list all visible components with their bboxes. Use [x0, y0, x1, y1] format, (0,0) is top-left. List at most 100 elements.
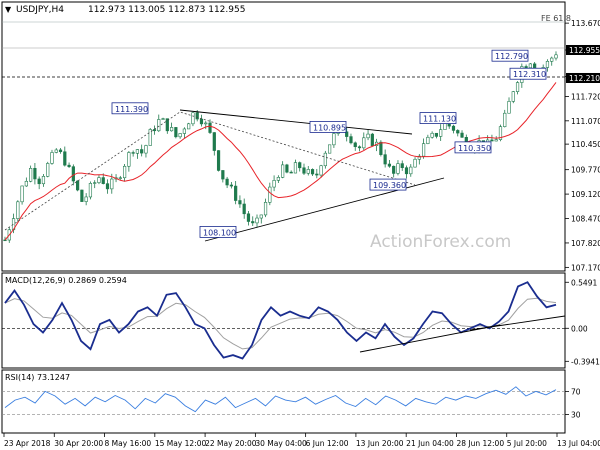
price-tag-box	[566, 72, 600, 83]
candle-body	[392, 165, 396, 174]
dropdown-arrow-icon[interactable]: ▼	[5, 5, 12, 14]
candle-body	[29, 168, 33, 182]
candle-body	[259, 214, 263, 219]
candle-body	[494, 139, 498, 142]
candle-body	[426, 136, 430, 144]
candle-body	[353, 142, 357, 148]
candle-body	[37, 178, 41, 185]
candle-body	[302, 167, 306, 174]
time-tick-label: 13 Jun 20:00	[356, 439, 404, 448]
candle-body	[110, 178, 114, 190]
candle-body	[127, 152, 131, 167]
candle-body	[503, 112, 507, 127]
candle-body	[421, 143, 426, 157]
time-tick-label: 13 Jul 04:00	[557, 439, 600, 448]
candle-body	[490, 139, 494, 142]
price-axis: 113.670112.955112.250111.720111.070110.4…	[565, 19, 600, 272]
time-tick-label: 30 Apr 20:00	[54, 439, 103, 448]
header: ▼ USDJPY,H4 112.973 113.005 112.873 112.…	[5, 5, 245, 15]
candle-body	[88, 183, 93, 198]
candle-body	[246, 213, 251, 222]
candle-body	[212, 132, 216, 151]
candle-body	[3, 239, 7, 242]
price-annotation-label: 111.130	[423, 115, 456, 124]
candle-body	[33, 168, 37, 180]
time-tick-label: 30 May 04:00	[255, 439, 307, 448]
price-annotation-box	[419, 112, 457, 124]
rsi-tick-label: 70	[571, 387, 581, 396]
price-annotations: 111.390 110.895 111.130 112.790 112.310 110.3…	[111, 49, 547, 238]
watermark: ActionForex.com	[370, 232, 511, 252]
macd-signal-line	[4, 297, 557, 350]
candle-body	[131, 152, 135, 154]
candle-body	[144, 145, 148, 154]
price-annotation-box	[111, 102, 149, 115]
time-tick-label: 28 Jun 12:00	[456, 439, 504, 448]
candle-body	[315, 173, 319, 176]
candle-body	[328, 144, 332, 154]
candle-body	[434, 132, 439, 137]
candle-body	[187, 123, 191, 130]
macd-tick-label: 0.5491	[571, 278, 597, 287]
candle-body	[251, 221, 255, 224]
macd-panel	[1, 272, 566, 369]
candle-body	[298, 162, 302, 169]
candle-body	[229, 184, 233, 187]
candle-body	[41, 176, 46, 185]
candle-body	[178, 133, 182, 138]
candle-body	[345, 131, 349, 137]
candle-body	[148, 129, 152, 146]
candle-body	[383, 154, 387, 165]
time-tick-label: 6 Jun 12:00	[306, 439, 349, 448]
rsi-label: RSI(14) 73.1247	[5, 373, 70, 382]
candle-body	[370, 133, 374, 146]
candle-body	[67, 164, 71, 167]
price-annotation-box	[509, 67, 547, 80]
time-tick-label: 21 Jun 04:00	[406, 439, 454, 448]
rsi-axis: 70 30	[2, 387, 581, 420]
candle-body	[285, 164, 289, 173]
candle-body	[498, 126, 503, 140]
candle-body	[221, 170, 225, 180]
price-annotation-label: 110.350	[458, 144, 491, 153]
macd-trendline-left	[359, 324, 501, 353]
macd-tick-label: 0.00	[571, 324, 588, 333]
candle-body	[550, 57, 554, 62]
candle-body	[174, 127, 178, 138]
candle-body	[366, 133, 370, 139]
candle-body	[349, 136, 353, 144]
price-tick-label: 113.670	[571, 19, 600, 28]
candle-body	[524, 66, 528, 69]
candle-body	[276, 177, 280, 181]
time-tick-label: 15 May 12:00	[155, 439, 207, 448]
time-axis: 23 Apr 2018 30 Apr 20:00 8 May 16:00 15 May…	[3, 433, 600, 448]
candle-body	[63, 151, 67, 166]
price-tick-label: 107.170	[571, 263, 600, 272]
candle-body	[182, 128, 186, 134]
time-tick-label: 22 May 20:00	[205, 439, 257, 448]
candle-body	[76, 180, 80, 191]
candle-body	[225, 178, 229, 186]
price-tag-box	[566, 44, 600, 55]
candle-body	[430, 132, 434, 138]
candle-body	[554, 54, 558, 59]
candle-body	[204, 122, 208, 125]
candle-body	[460, 132, 464, 138]
candle-body	[105, 183, 110, 190]
candle-body	[255, 217, 259, 224]
price-tag-label: 112.210	[569, 74, 600, 83]
candle-body	[515, 82, 520, 92]
candle-body	[71, 166, 75, 182]
candle-body	[413, 158, 417, 168]
price-annotation-label: 108.100	[203, 228, 236, 237]
candle-body	[101, 177, 105, 184]
price-tick-label: 109.120	[571, 190, 600, 199]
price-panel	[1, 1, 566, 272]
candle-body	[417, 155, 421, 160]
moving-average-line	[4, 82, 557, 241]
ohlc-label: 112.973 113.005 112.873 112.955	[88, 5, 245, 15]
candle-body	[20, 185, 24, 203]
candle-body	[165, 118, 169, 132]
upper-trendline	[179, 109, 413, 135]
candle-body	[216, 150, 221, 171]
